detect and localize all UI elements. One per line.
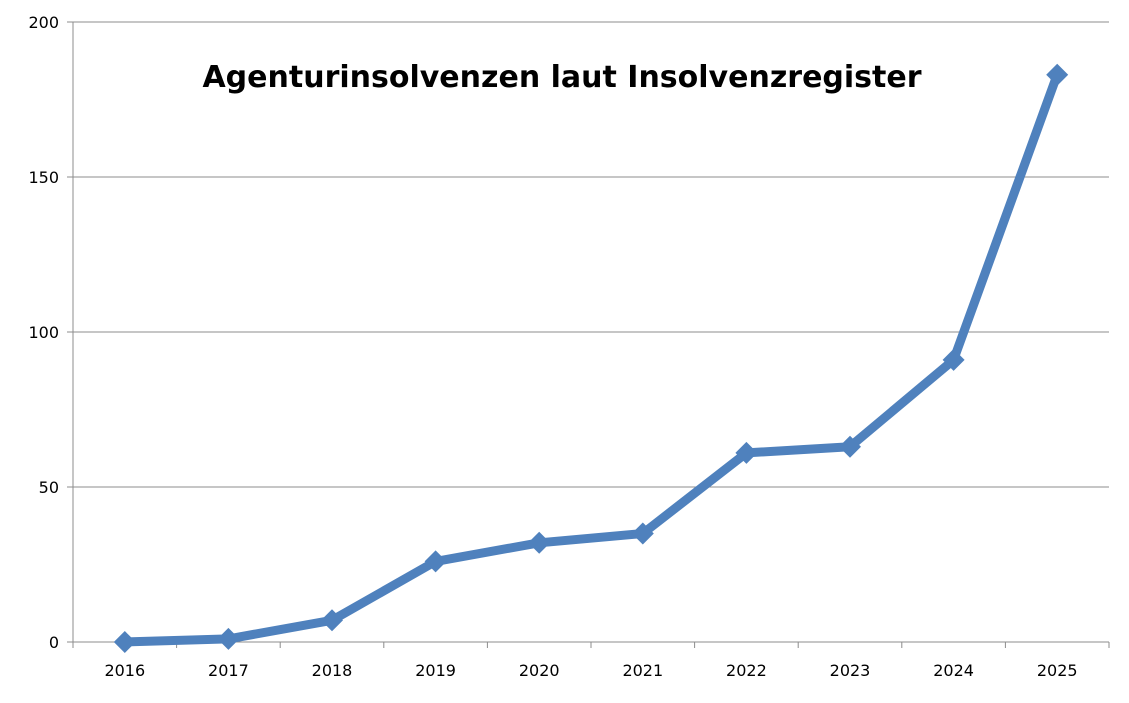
data-point-2022	[735, 441, 758, 464]
data-point-2023	[839, 435, 861, 458]
x-tick-label: 2017	[208, 661, 249, 680]
y-tick-labels: 0 50 100 150 200	[28, 13, 59, 652]
x-tick-label: 2023	[830, 661, 871, 680]
gridlines	[73, 21, 1109, 488]
data-point-2021	[631, 522, 654, 545]
y-tick-label: 0	[49, 633, 59, 652]
data-point-2024	[942, 348, 965, 371]
y-tick-label: 150	[28, 168, 59, 187]
chart-title: Agenturinsolvenzen laut Insolvenzregiste…	[202, 60, 921, 95]
x-tick-label: 2018	[312, 661, 353, 680]
series-layer	[113, 63, 1069, 653]
x-tick-label: 2024	[933, 661, 974, 680]
data-point-2020	[528, 531, 551, 554]
data-point-2017	[217, 627, 240, 650]
data-point-2016	[113, 631, 136, 653]
x-tick-label: 2016	[104, 661, 145, 680]
y-tick-label: 100	[28, 323, 59, 342]
data-point-2018	[321, 609, 343, 632]
x-tick-label: 2019	[415, 661, 456, 680]
x-tick-label: 2022	[726, 661, 767, 680]
y-tick-label: 50	[39, 478, 59, 497]
data-point-2019	[424, 550, 447, 573]
x-tick-labels: 2016 2017 2018 2019 2020 2021 2022 2023 2024 2025	[104, 661, 1077, 680]
y-tick-label: 200	[28, 13, 59, 32]
x-tick-label: 2025	[1037, 661, 1078, 680]
x-tick-label: 2021	[622, 661, 663, 680]
series-line	[120, 70, 1062, 647]
axes	[67, 21, 1110, 648]
data-point-2025	[1046, 63, 1069, 86]
x-tick-label: 2020	[519, 661, 560, 680]
